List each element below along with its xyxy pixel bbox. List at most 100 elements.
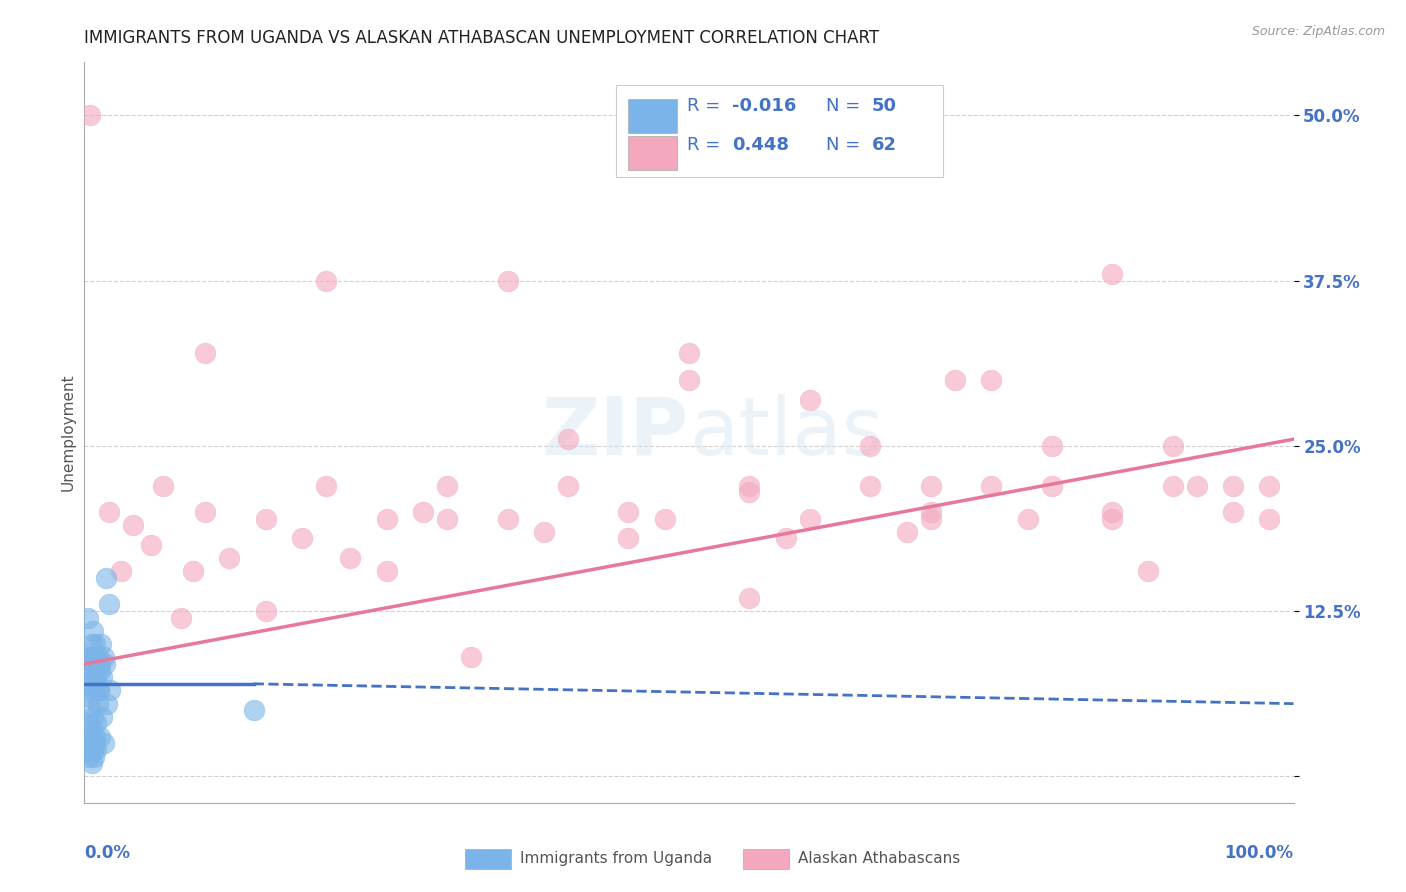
Point	[86, 743, 108, 757]
Point	[82, 624, 104, 638]
Text: 50: 50	[872, 97, 897, 115]
Point	[194, 505, 217, 519]
Point	[79, 690, 101, 704]
Text: R =: R =	[686, 97, 725, 115]
Point	[80, 637, 103, 651]
Point	[84, 736, 107, 750]
Text: atlas: atlas	[689, 393, 883, 472]
Point	[557, 432, 579, 446]
Point	[1017, 511, 1039, 525]
Point	[89, 730, 111, 744]
Point	[181, 565, 204, 579]
Point	[121, 518, 143, 533]
Point	[90, 637, 112, 651]
Point	[77, 611, 100, 625]
Text: N =: N =	[825, 136, 866, 154]
Point	[315, 274, 337, 288]
Point	[98, 683, 121, 698]
Point	[738, 485, 761, 500]
Point	[1101, 511, 1123, 525]
Point	[83, 657, 105, 671]
Point	[152, 478, 174, 492]
FancyBboxPatch shape	[628, 136, 676, 169]
FancyBboxPatch shape	[744, 848, 789, 870]
Point	[980, 373, 1002, 387]
Point	[1161, 439, 1184, 453]
Point	[315, 478, 337, 492]
Point	[86, 716, 108, 731]
Point	[859, 478, 882, 492]
Text: 100.0%: 100.0%	[1225, 844, 1294, 862]
Text: N =: N =	[825, 97, 866, 115]
Point	[1040, 439, 1063, 453]
Point	[79, 703, 101, 717]
Point	[496, 274, 519, 288]
Text: Immigrants from Uganda: Immigrants from Uganda	[520, 851, 711, 866]
Point	[96, 697, 118, 711]
Point	[533, 524, 555, 539]
Point	[896, 524, 918, 539]
Point	[1258, 511, 1281, 525]
Point	[859, 439, 882, 453]
Point	[76, 657, 98, 671]
Point	[339, 551, 361, 566]
Point	[77, 749, 100, 764]
Point	[775, 532, 797, 546]
Point	[77, 683, 100, 698]
Point	[436, 478, 458, 492]
Point	[79, 108, 101, 122]
Point	[86, 650, 108, 665]
FancyBboxPatch shape	[628, 99, 676, 133]
Point	[97, 598, 120, 612]
Point	[86, 677, 108, 691]
Point	[84, 637, 107, 651]
Point	[89, 657, 111, 671]
Point	[412, 505, 434, 519]
Point	[80, 723, 103, 737]
Point	[1222, 505, 1244, 519]
Point	[91, 710, 114, 724]
Point	[980, 478, 1002, 492]
Point	[678, 373, 700, 387]
Point	[1101, 267, 1123, 281]
Text: 0.448: 0.448	[733, 136, 790, 154]
Point	[194, 346, 217, 360]
Text: Alaskan Athabascans: Alaskan Athabascans	[797, 851, 960, 866]
Point	[82, 664, 104, 678]
Point	[218, 551, 240, 566]
Point	[1040, 478, 1063, 492]
Point	[375, 511, 398, 525]
Point	[86, 670, 108, 684]
Point	[83, 683, 105, 698]
Point	[436, 511, 458, 525]
Point	[1258, 478, 1281, 492]
Point	[84, 650, 107, 665]
Point	[678, 346, 700, 360]
Point	[1222, 478, 1244, 492]
Text: Source: ZipAtlas.com: Source: ZipAtlas.com	[1251, 25, 1385, 38]
Point	[79, 736, 101, 750]
Text: R =: R =	[686, 136, 725, 154]
Text: 62: 62	[872, 136, 897, 154]
Point	[77, 743, 100, 757]
Point	[82, 710, 104, 724]
Y-axis label: Unemployment: Unemployment	[60, 374, 76, 491]
Point	[617, 505, 640, 519]
Point	[87, 683, 110, 698]
Point	[139, 538, 162, 552]
Point	[617, 532, 640, 546]
Point	[1137, 565, 1160, 579]
Point	[291, 532, 314, 546]
Point	[77, 716, 100, 731]
Point	[799, 511, 821, 525]
Point	[86, 697, 108, 711]
Text: -0.016: -0.016	[733, 97, 797, 115]
Point	[654, 511, 676, 525]
Point	[77, 677, 100, 691]
Point	[242, 703, 264, 717]
Point	[89, 664, 111, 678]
Point	[496, 511, 519, 525]
FancyBboxPatch shape	[465, 848, 512, 870]
Point	[84, 730, 107, 744]
Point	[94, 657, 117, 671]
